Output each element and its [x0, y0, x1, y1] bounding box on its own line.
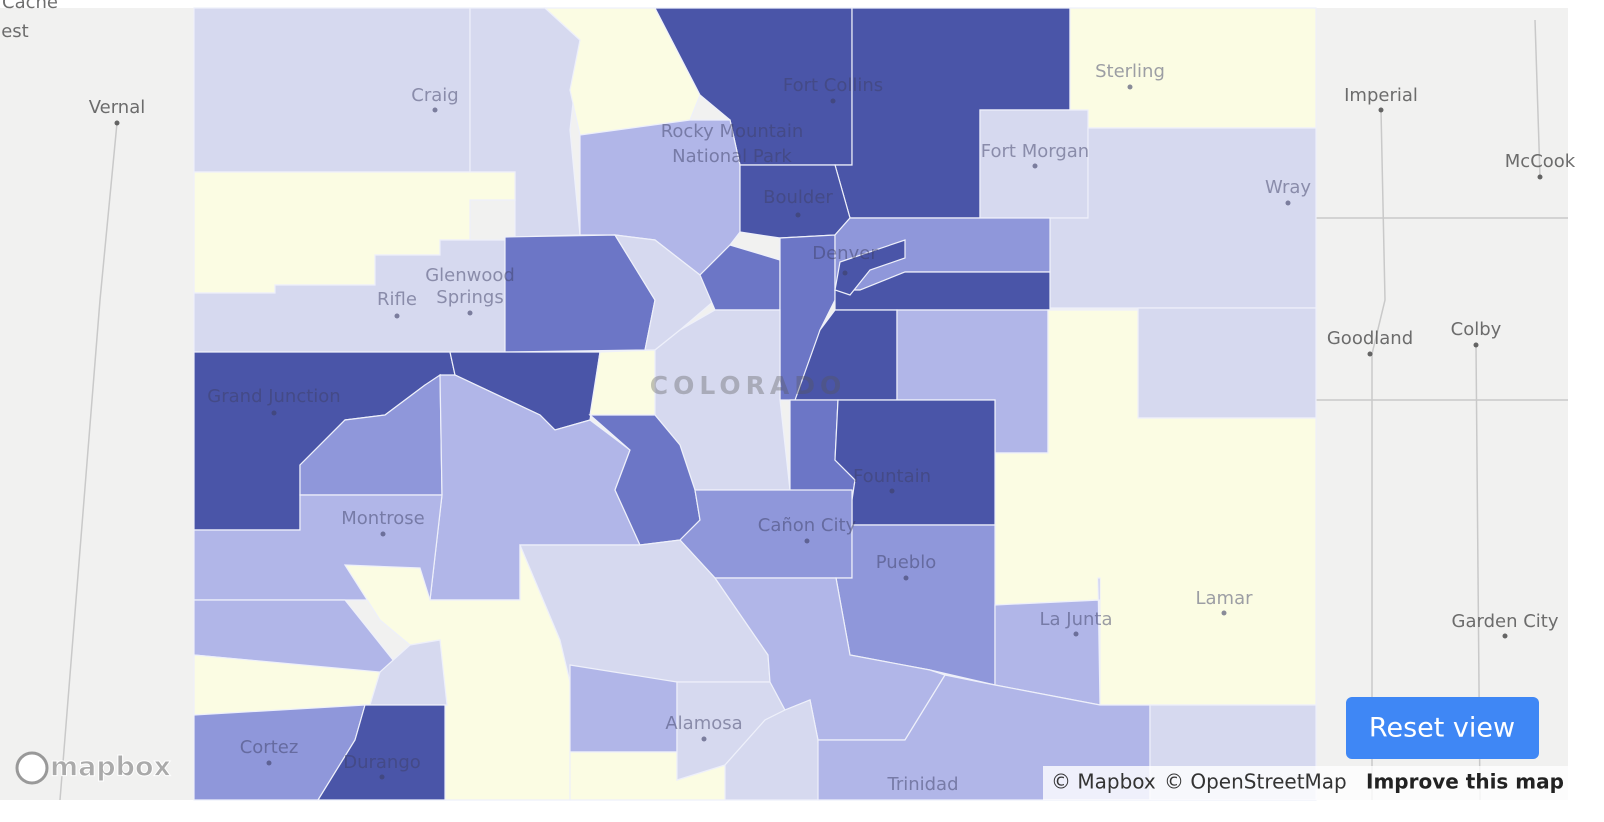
- place-label: Colby: [1451, 319, 1502, 340]
- place-label: Fort Collins: [783, 75, 883, 96]
- place-label: Wray: [1265, 177, 1311, 198]
- place-label: Vernal: [89, 97, 146, 118]
- county: [834, 399, 996, 526]
- place-dot: [1221, 610, 1227, 616]
- reset-button[interactable]: Reset view: [1346, 697, 1539, 759]
- place-label: Alamosa: [665, 713, 742, 734]
- place-dot: [380, 531, 386, 537]
- county: [1137, 307, 1317, 419]
- place-label: Fort Morgan: [981, 141, 1089, 162]
- place-dot: [394, 313, 400, 319]
- place-dot: [889, 488, 895, 494]
- place-label: Goodland: [1327, 328, 1413, 349]
- improve-map-link[interactable]: Improve this map: [1366, 770, 1564, 794]
- place-dot: [1032, 163, 1038, 169]
- attribution-link[interactable]: © OpenStreetMap: [1164, 770, 1347, 794]
- place-dot: [795, 212, 801, 218]
- place-label: Rocky Mountain: [661, 121, 804, 142]
- place-label: Montrose: [341, 508, 424, 529]
- button-label: Reset view: [1369, 713, 1515, 744]
- button-background: [1346, 697, 1539, 759]
- place-dot: [830, 98, 836, 104]
- place-label: Lamar: [1195, 588, 1253, 609]
- place-label: Imperial: [1344, 85, 1418, 106]
- place-label: Pueblo: [876, 552, 936, 573]
- place-label: Cache: [2, 0, 58, 13]
- place-dot: [1378, 107, 1384, 113]
- place-label: est: [1, 21, 29, 42]
- place-label: Glenwood: [425, 265, 515, 286]
- place-label: Grand Junction: [207, 386, 340, 407]
- mapbox-logo[interactable]: mapbox: [15, 751, 171, 785]
- place-label: Craig: [411, 85, 458, 106]
- place-dot: [432, 107, 438, 113]
- place-label: Trinidad: [886, 774, 958, 795]
- attribution-bar: [1043, 766, 1568, 800]
- place-label: Boulder: [763, 187, 833, 208]
- place-dot: [804, 538, 810, 544]
- place-label: Denver: [812, 243, 878, 264]
- county: [369, 639, 448, 706]
- road: [59, 122, 118, 801]
- place-dot: [271, 410, 277, 416]
- region-label: COLORADO: [650, 371, 847, 400]
- county: [724, 699, 821, 801]
- road: [1534, 19, 1541, 178]
- place-label: La Junta: [1040, 609, 1113, 630]
- county: [316, 704, 446, 801]
- place-dot: [842, 270, 848, 276]
- attribution-link[interactable]: © Mapbox: [1051, 770, 1156, 794]
- logo-icon: [15, 751, 49, 785]
- counties: [193, 7, 1317, 801]
- place-dot: [467, 310, 473, 316]
- place-label: Fountain: [853, 466, 931, 487]
- roads: [59, 19, 1568, 801]
- county: [1049, 127, 1317, 309]
- place-dot: [1537, 174, 1543, 180]
- place-dot: [1502, 633, 1508, 639]
- county: [589, 349, 656, 416]
- place-label: Springs: [436, 287, 503, 308]
- road: [1371, 109, 1386, 800]
- place-dot: [903, 575, 909, 581]
- place-dot: [266, 760, 272, 766]
- place-label: National Park: [672, 146, 792, 167]
- place-dot: [1367, 351, 1373, 357]
- place-label: Cortez: [240, 737, 299, 758]
- place-dot: [114, 120, 120, 126]
- place-label: Rifle: [377, 289, 417, 310]
- place-dot: [1127, 84, 1133, 90]
- place-dot: [379, 774, 385, 780]
- place-label: Durango: [343, 752, 421, 773]
- logo-text: mapbox: [50, 752, 171, 783]
- place-dot: [1473, 342, 1479, 348]
- place-dot: [1073, 631, 1079, 637]
- place-dot: [1285, 200, 1291, 206]
- place-label: McCook: [1505, 151, 1576, 172]
- place-label: Garden City: [1452, 611, 1559, 632]
- place-dot: [701, 736, 707, 742]
- county: [834, 239, 906, 296]
- place-label: Sterling: [1095, 61, 1165, 82]
- place-labels: Cache est Vernal Imperial McCook Goodland Colb…: [1, 0, 1576, 795]
- place-label: Cañon City: [758, 515, 857, 536]
